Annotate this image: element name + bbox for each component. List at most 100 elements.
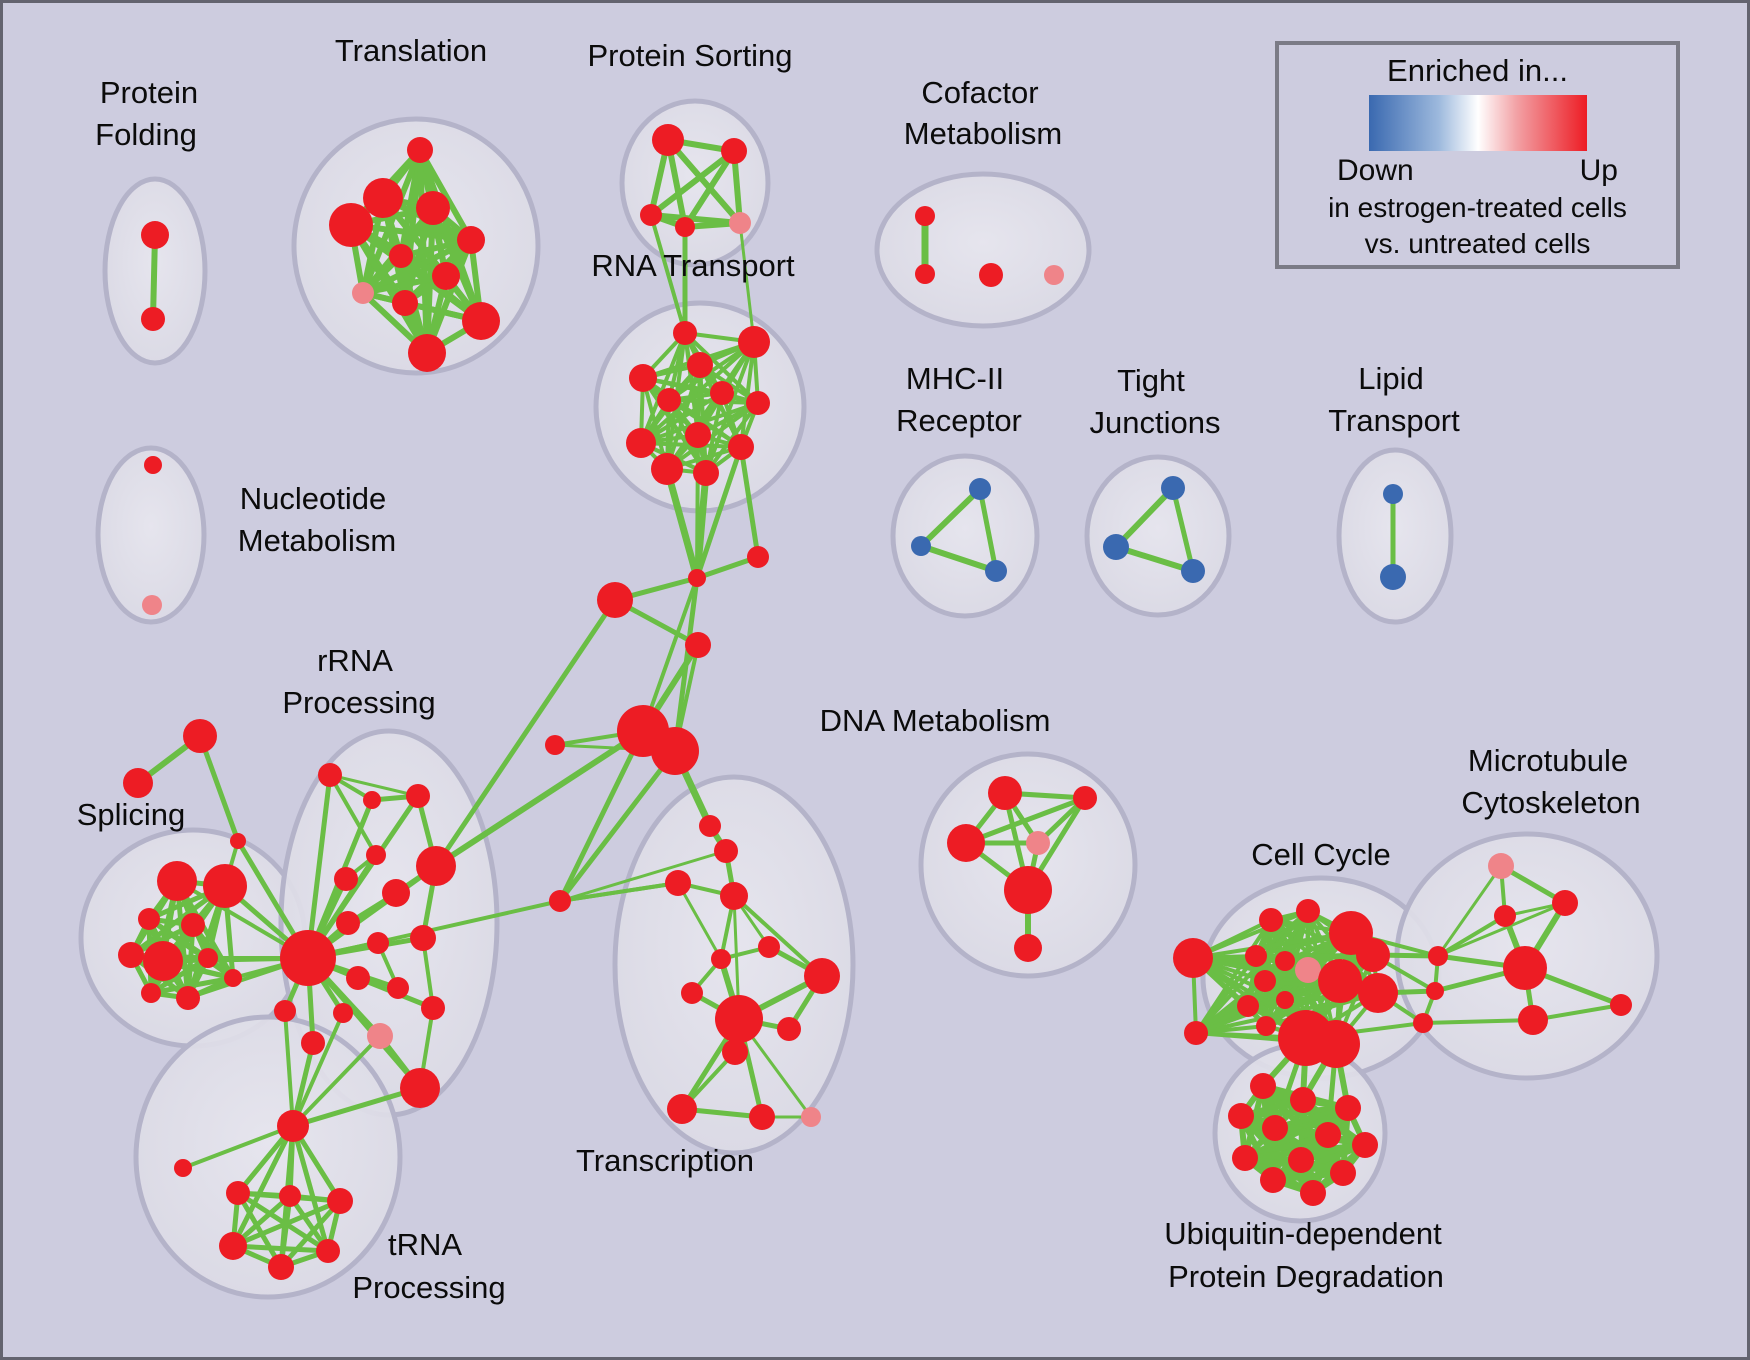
network-node [1428,946,1448,966]
network-node [1488,853,1514,879]
network-edge [963,795,1088,846]
cluster-label-splicing: Splicing [77,797,186,832]
cluster-ellipse-dna-metabolism [918,751,1138,979]
network-edge [641,376,708,475]
cluster-label-rrna-processing: Processing [282,685,435,720]
network-edge [682,148,737,230]
network-node [1073,786,1097,810]
network-edge [433,728,646,869]
network-canvas: Protein Folding Translation Protein Sorting… [77,33,1660,1305]
network-edge [230,1123,296,1249]
network-node [1256,1016,1276,1036]
cluster-label-rrna-processing: rRNA [317,643,393,678]
network-node [1552,890,1578,916]
network-node [1312,1020,1360,1068]
cluster-label-cofactor-metabolism: Metabolism [904,116,1063,151]
network-edge [1436,901,1567,958]
network-node [979,263,1003,287]
network-node [1426,982,1444,1000]
network-edge [150,232,158,322]
network-node [665,870,691,896]
network-node [316,1239,340,1263]
network-edge [1421,1018,1535,1025]
network-edge [639,391,724,445]
network-node [1330,1160,1356,1186]
network-node [729,212,751,234]
network-node [174,1159,192,1177]
network-node [699,815,721,837]
network-node [416,846,456,886]
network-node [597,582,633,618]
network-edge [639,331,687,445]
network-edge [694,444,744,581]
cluster-label-protein-sorting: Protein Sorting [587,38,792,73]
network-node [1318,959,1362,1003]
network-node [392,290,418,316]
cluster-label-mhc-ii-receptor: Receptor [896,403,1022,438]
network-node [1290,1087,1316,1113]
network-node [363,791,381,809]
network-node [711,949,731,969]
network-edge [290,1123,331,1254]
cluster-label-protein-folding: Folding [95,117,197,152]
network-node [416,191,450,225]
network-node [715,995,763,1043]
legend-down-label: Down [1337,154,1414,187]
network-node [685,632,711,658]
network-node [1276,991,1294,1009]
network-edge [148,955,211,996]
network-node [1237,995,1259,1017]
cluster-label-cell-cycle: Cell Cycle [1251,837,1391,872]
network-node [410,925,436,951]
network-edge [290,1085,423,1129]
network-edge [648,148,737,218]
network-node [406,784,430,808]
network-edge [291,1011,345,1128]
network-edge [665,137,743,226]
network-edge [738,221,756,344]
network-node [1014,934,1042,962]
network-edge [1436,864,1503,958]
network-node [1413,1013,1433,1033]
network-node [336,911,360,935]
network-edge [683,331,760,405]
network-node [1181,559,1205,583]
network-node [651,453,683,485]
network-node [1232,1145,1258,1171]
network-edge [291,1034,382,1128]
legend-up-label: Up [1579,154,1618,187]
network-node [1260,1167,1286,1193]
network-edge [649,213,687,335]
network-node [141,221,169,249]
network-edge [305,772,333,961]
cluster-ellipse-tight-junctions [1084,454,1232,618]
network-node [1245,945,1267,967]
network-node [1383,484,1403,504]
cluster-ellipse-mhc-ii-receptor [890,453,1040,619]
network-node [123,768,153,798]
network-node [629,364,657,392]
network-node [118,942,144,968]
network-node [1300,1180,1326,1206]
network-edge [278,1198,343,1270]
network-node [226,1181,250,1205]
network-node [651,727,699,775]
cluster-label-nucleotide-metabolism: Nucleotide [240,481,386,516]
network-edge [738,444,761,560]
network-node [687,352,713,378]
network-node [640,204,662,226]
network-edge [1191,909,1310,960]
network-node [366,845,386,865]
network-node [389,244,413,268]
network-node [1254,970,1276,992]
network-node [387,977,409,999]
network-edge [672,575,700,754]
cluster-label-ubiquitin-degradation: Ubiquitin-dependent [1164,1216,1442,1251]
network-node [626,428,656,458]
network-node [346,966,370,990]
network-node [333,1003,353,1023]
cluster-ellipse-cofactor-metabolism [874,171,1092,329]
network-edge [1113,544,1196,574]
network-node [988,776,1022,810]
